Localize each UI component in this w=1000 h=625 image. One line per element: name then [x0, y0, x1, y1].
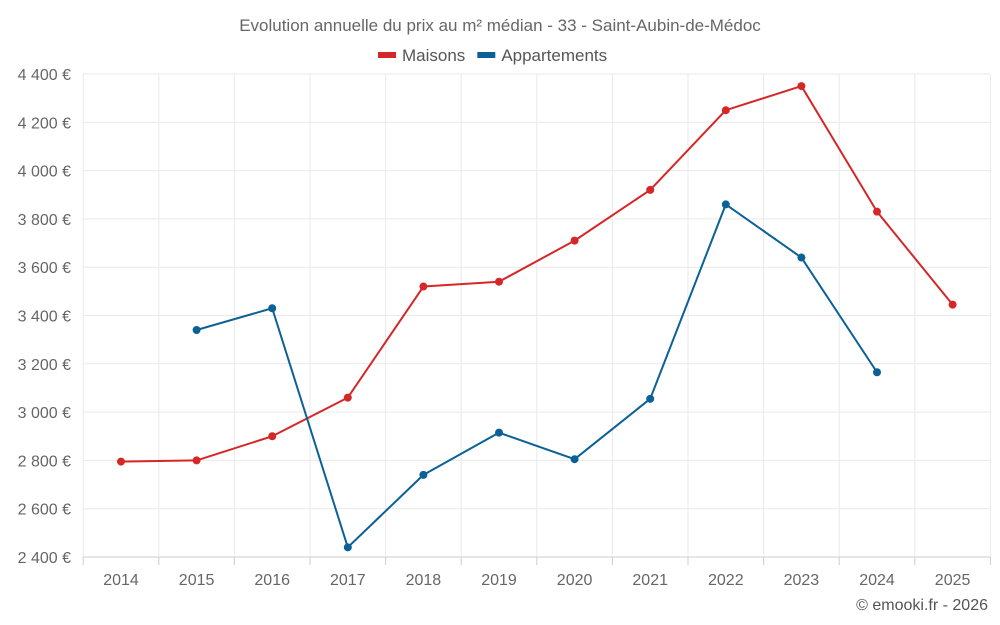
data-point-appartements[interactable] — [570, 455, 579, 464]
y-tick-label: 2 600 € — [18, 502, 71, 519]
data-point-appartements[interactable] — [646, 394, 655, 403]
legend-item-appartements[interactable]: Appartements — [477, 46, 607, 65]
y-tick-label: 3 400 € — [18, 309, 71, 326]
x-tick-label: 2023 — [784, 572, 820, 589]
data-point-appartements[interactable] — [192, 325, 201, 334]
data-point-maisons[interactable] — [495, 277, 503, 286]
data-point-maisons[interactable] — [343, 393, 352, 402]
data-point-appartements[interactable] — [343, 543, 352, 552]
data-point-maisons[interactable] — [192, 456, 201, 465]
y-tick-label: 3 800 € — [18, 212, 71, 229]
series-group — [117, 82, 957, 552]
data-point-appartements[interactable] — [797, 253, 806, 262]
data-point-maisons[interactable] — [570, 236, 579, 245]
x-tick-label: 2018 — [406, 572, 442, 589]
legend-swatch — [477, 52, 496, 58]
y-tick-label: 2 400 € — [18, 550, 71, 567]
data-point-appartements[interactable] — [268, 304, 277, 313]
legend-label: Maisons — [402, 46, 465, 65]
series-appartements — [192, 200, 881, 552]
data-point-maisons[interactable] — [797, 82, 806, 91]
data-point-maisons[interactable] — [646, 185, 655, 194]
data-point-maisons[interactable] — [117, 457, 125, 466]
y-tick-label: 4 000 € — [18, 164, 71, 181]
legend-item-maisons[interactable]: Maisons — [378, 46, 465, 65]
series-line-maisons — [120, 85, 954, 463]
legend-label: Appartements — [501, 46, 607, 65]
data-point-maisons[interactable] — [268, 432, 277, 441]
legend-swatch — [378, 52, 396, 58]
y-tick-label: 2 800 € — [18, 453, 71, 470]
y-tick-label: 3 200 € — [18, 357, 71, 374]
y-tick-label: 3 000 € — [18, 405, 71, 422]
data-point-maisons[interactable] — [721, 106, 730, 115]
chart-title: Evolution annuelle du prix au m² médian … — [239, 16, 761, 35]
data-point-maisons[interactable] — [419, 282, 428, 291]
data-point-appartements[interactable] — [495, 428, 503, 437]
x-tick-label: 2022 — [708, 572, 744, 589]
data-point-appartements[interactable] — [873, 368, 881, 377]
data-point-maisons[interactable] — [948, 300, 957, 309]
grid — [82, 73, 991, 565]
y-axis: 2 400 € 2 600 € 2 800 € 3 000 € 3 200 € 3 400… — [18, 67, 71, 567]
data-point-maisons[interactable] — [873, 207, 881, 216]
x-tick-label: 2017 — [330, 572, 366, 589]
x-tick-label: 2021 — [632, 572, 668, 589]
y-tick-label: 4 200 € — [18, 115, 71, 132]
x-tick-label: 2016 — [254, 572, 290, 589]
series-line-appartements — [196, 203, 878, 549]
series-maisons — [117, 82, 957, 466]
x-tick-label: 2015 — [179, 572, 215, 589]
x-axis: 2014 2015 2016 2017 2018 2019 2020 2021 2022 2023… — [103, 572, 970, 589]
y-tick-label: 4 400 € — [18, 67, 71, 84]
credit-text: © emooki.fr - 2026 — [856, 597, 988, 614]
data-point-appartements[interactable] — [419, 470, 428, 479]
x-tick-label: 2014 — [103, 572, 139, 589]
x-tick-label: 2024 — [859, 572, 895, 589]
legend: Maisons Appartements — [378, 46, 607, 65]
x-tick-label: 2020 — [557, 572, 593, 589]
x-tick-label: 2019 — [481, 572, 517, 589]
y-tick-label: 3 600 € — [18, 260, 71, 277]
x-tick-label: 2025 — [935, 572, 971, 589]
data-point-appartements[interactable] — [721, 200, 730, 209]
